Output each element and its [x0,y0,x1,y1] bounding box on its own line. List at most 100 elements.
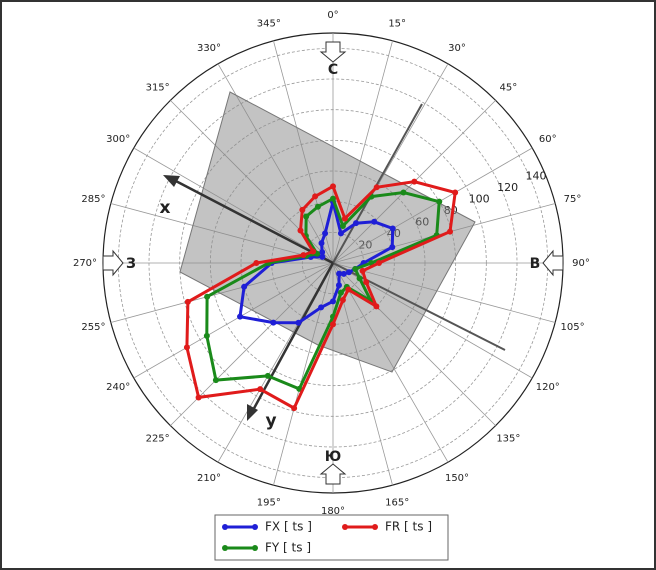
point [253,260,260,266]
point [264,372,271,379]
point [318,240,325,247]
theta-tick-label: 225° [146,433,170,444]
point [297,227,304,234]
theta-tick-label: 195° [257,498,281,509]
gray-line [332,103,423,264]
point [436,198,443,205]
point [319,253,326,260]
theta-tick-label: 30° [448,43,466,54]
point [373,303,380,310]
r-tick-label: 120 [497,181,518,194]
point [352,265,359,272]
point [353,220,359,227]
point [330,298,336,305]
point [345,286,352,293]
x-axis-arrow [171,177,334,265]
direction-label: З [126,256,136,272]
point [345,269,352,276]
point [184,298,191,305]
point [299,206,306,213]
point [376,260,382,266]
point [330,183,336,190]
r-tick-label: 100 [469,193,490,206]
series-layer [183,178,459,412]
theta-tick-label: 330° [197,43,221,54]
point [330,321,336,328]
theta-tick-label: 75° [564,194,582,205]
theta-tick-label: 105° [561,322,585,333]
point [339,222,346,229]
y-axis-arrow [250,262,335,413]
point [237,313,244,320]
theta-tick-label: 135° [496,433,520,444]
point [257,386,264,393]
theta-tick-label: 165° [385,498,409,509]
direction-label: В [530,256,541,272]
theta-tick-label: 60° [539,134,557,145]
point [452,189,459,196]
point [356,275,363,282]
legend-label: FX [ ts ] [265,520,312,534]
theta-tick-label: 15° [388,18,406,29]
theta-tick-label: 300° [106,134,130,145]
point [291,405,298,412]
theta-tick-label: 270° [73,258,97,269]
point [312,193,319,200]
point [303,213,310,220]
point [195,394,202,401]
axis-label: y [265,411,276,431]
point [300,252,307,259]
point [314,203,321,210]
point [335,282,342,289]
point [339,297,346,304]
point [359,267,366,274]
point [322,230,329,237]
point [400,189,407,196]
legend-marker [342,524,348,530]
point [241,283,248,290]
legend-marker [252,545,258,551]
point [447,228,454,235]
point [204,293,211,300]
r-tick-label: 140 [526,170,547,183]
theta-tick-label: 150° [445,473,469,484]
direction-arrow [319,463,347,485]
direction-label: С [328,62,338,78]
point [183,344,190,351]
point [212,377,219,384]
theta-tick-label: 180° [321,506,345,517]
theta-tick-label: 315° [146,83,170,94]
theta-tick-label: 120° [536,382,560,393]
axis-label: x [160,198,171,218]
point [411,178,418,185]
point [373,184,380,191]
point [389,244,396,251]
legend-marker [222,545,228,551]
legend-marker [222,524,228,530]
point [330,195,336,202]
direction-arrow [542,249,564,277]
point [363,279,370,286]
arrowhead [247,404,258,421]
theta-tick-label: 0° [327,10,338,21]
theta-tick-label: 345° [257,18,281,29]
arrowhead [163,175,180,187]
theta-tick-label: 285° [81,194,105,205]
point [337,289,344,296]
theta-tick-label: 255° [81,322,105,333]
point [337,230,344,237]
point [295,319,302,326]
point [340,270,347,277]
point [371,218,378,225]
theta-tick-label: 240° [106,382,130,393]
direction-arrow [319,41,347,63]
direction-arrow [102,249,124,277]
legend-label: FR [ ts ] [385,520,432,534]
point [341,215,348,222]
point [319,249,326,256]
point [270,319,277,326]
theta-tick-label: 45° [499,83,517,94]
legend-marker [372,524,378,530]
theta-tick-label: 90° [572,258,590,269]
